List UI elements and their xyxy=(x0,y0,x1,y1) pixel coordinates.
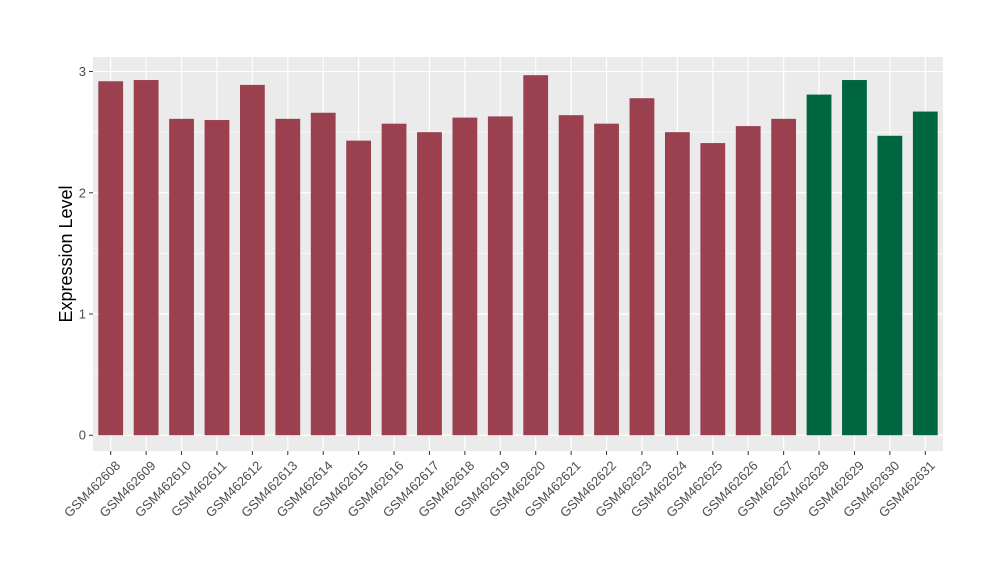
bar-GSM462622 xyxy=(594,123,619,436)
bar-GSM462608 xyxy=(98,81,124,436)
bar-GSM462614 xyxy=(310,112,336,436)
bar-GSM462628 xyxy=(806,94,832,436)
y-axis-ticks: 0 1 2 3 xyxy=(79,64,93,443)
bar-GSM462625 xyxy=(700,143,726,436)
y-tick-label: 3 xyxy=(79,64,86,79)
y-axis-title: Expression Level xyxy=(56,185,76,322)
bar-GSM462616 xyxy=(381,123,407,436)
bar-GSM462626 xyxy=(735,126,761,436)
bar-GSM462620 xyxy=(523,75,549,436)
bar-GSM462627 xyxy=(771,118,797,436)
bar-GSM462619 xyxy=(487,116,513,436)
bar-GSM462615 xyxy=(346,140,372,436)
bar-GSM462621 xyxy=(558,115,584,436)
bar-GSM462624 xyxy=(664,132,690,436)
bar-GSM462629 xyxy=(842,80,867,436)
bar-GSM462612 xyxy=(239,84,265,436)
bars xyxy=(98,75,938,436)
y-tick-label: 2 xyxy=(79,185,86,200)
bar-GSM462610 xyxy=(169,118,194,436)
bar-GSM462609 xyxy=(133,80,159,436)
bar-GSM462631 xyxy=(912,111,938,436)
bar-GSM462611 xyxy=(204,120,230,436)
bar-GSM462613 xyxy=(275,118,301,436)
y-tick-label: 0 xyxy=(79,428,86,443)
bar-GSM462617 xyxy=(417,132,442,436)
minor-gridlines xyxy=(93,131,943,375)
y-tick-label: 1 xyxy=(79,307,86,322)
bar-GSM462630 xyxy=(877,135,903,436)
bar-GSM462623 xyxy=(629,98,655,436)
bar-GSM462618 xyxy=(452,117,478,436)
x-axis-ticks: GSM462608GSM462609GSM462610GSM462611GSM4… xyxy=(61,451,938,520)
plot-panel xyxy=(93,57,943,451)
